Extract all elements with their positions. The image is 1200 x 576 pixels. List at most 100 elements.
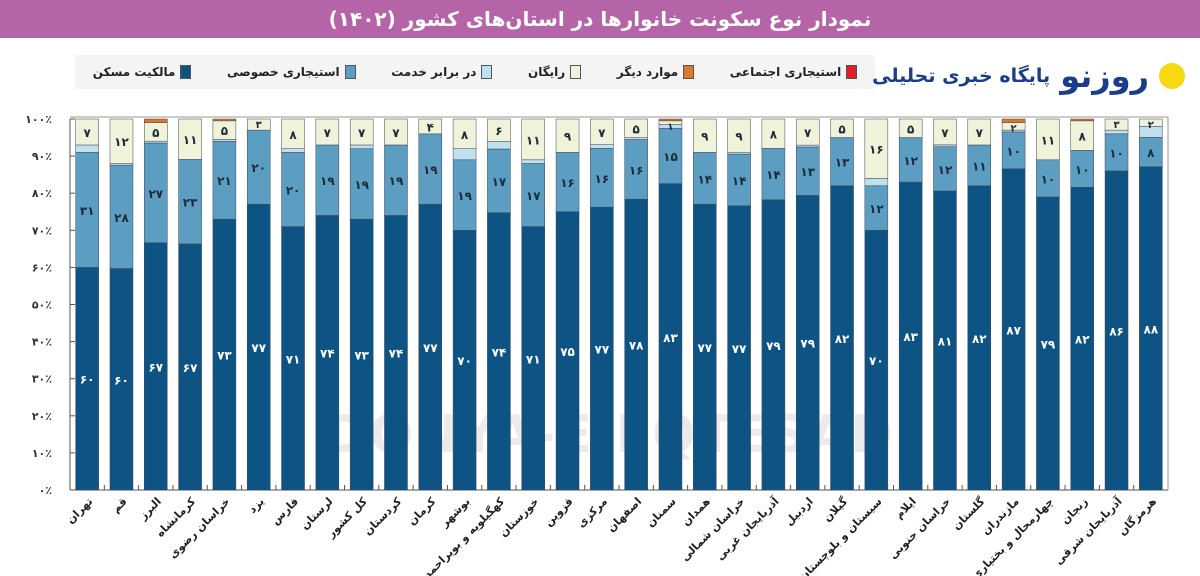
data-label: ۱۴ [697,172,712,186]
data-label: ۱۶ [595,172,610,186]
data-label: ۱۴ [766,168,781,182]
x-tick-label: اصفهان [605,495,645,535]
bar-segment [1104,118,1129,131]
x-tick-label: خراسان جنوبی [886,495,953,562]
data-label: ۷ [804,126,812,140]
bar-segment [281,118,305,149]
bar-segment [109,163,134,166]
data-label: ۷۹ [800,337,815,351]
data-label: ۱۹ [423,163,438,177]
legend-label: استیجاری خصوصی [226,65,340,79]
legend: استیجاری اجتماعی موارد دیگر رایگان در بر… [75,55,875,89]
bar-segment [933,118,957,146]
bar-segment [521,118,545,161]
data-label: ۱۱ [972,159,987,173]
bar-segment [75,118,99,146]
data-label: ۶ [495,124,502,138]
bar-segment [212,118,237,122]
bar-segment [864,178,889,187]
bar-segment [452,118,477,149]
x-tick-label: هرمزگان [1116,495,1159,538]
bar-segment [590,118,614,145]
data-label: ۱۳ [800,165,815,179]
data-label: ۷۷ [732,342,747,356]
bar-segment [761,118,786,149]
legend-label: مالکیت مسکن [92,65,176,79]
data-label: ۱۹ [457,189,472,203]
data-label: ۴ [427,120,434,134]
bar-segment [864,118,889,179]
logo-sun-icon [1159,63,1185,89]
legend-swatch [570,65,582,79]
data-label: ۵ [152,126,159,140]
data-label: ۷۹ [1041,337,1056,351]
x-tick-label: خراسان رضوی [166,495,232,561]
data-label: ۷ [324,126,332,140]
data-label: ۹ [564,130,572,144]
x-tick-label: قم [109,495,129,515]
bar-segment [830,118,854,138]
bar-segment [349,118,374,146]
data-label: ۶۷ [183,361,198,375]
data-label: ۶۰ [80,373,95,387]
data-label: ۲۱ [217,174,232,188]
data-label: ۶۰ [114,373,129,387]
bar-segment [624,118,648,138]
x-tick-label: فارس [269,495,301,527]
data-label: ۳ [1113,120,1119,131]
bar-segment [144,140,168,144]
data-label: ۷۷ [251,341,266,355]
data-label: ۷۷ [595,343,610,357]
x-tick-label: کردستان [361,495,404,538]
data-label: ۷۴ [389,347,404,361]
y-tick-label: ۰٪ [39,484,52,497]
data-label: ۸۸ [1144,322,1159,336]
data-label: ۳ [256,120,262,131]
data-label: ۷۸ [629,339,644,353]
bar-segment [281,148,305,153]
data-label: ۸۲ [972,332,987,346]
data-label: ۵ [632,122,639,136]
y-tick-label: ۶۰٪ [32,261,52,274]
y-tick-label: ۸۰٪ [32,187,52,200]
bar-segment [109,118,134,164]
y-tick-label: ۵۰٪ [32,299,52,312]
logo-brand: روزنو [1060,57,1149,95]
bar-segment [590,144,614,149]
data-label: ۸۱ [938,334,953,348]
x-tick-label: آذربایجان غربی [713,494,782,563]
data-label: ۸ [289,128,297,142]
legend-swatch [344,65,356,79]
bar-segment [1070,118,1094,122]
data-label: ۱۱ [1041,133,1056,147]
data-label: ۱۲ [114,135,129,149]
data-label: ۸ [461,128,469,142]
data-label: ۷۴ [320,347,335,361]
bar-segment [624,137,648,140]
bar-segment [727,151,751,155]
data-label: ۸۳ [663,331,678,345]
data-label: ۱۱ [526,133,541,147]
legend-item-service: در برابر خدمت [391,65,493,79]
data-label: ۷۹ [766,339,781,353]
data-label: ۲۰ [286,183,301,197]
data-label: ۸ [1079,130,1087,144]
y-tick-label: ۲۰٪ [32,410,52,423]
legend-swatch [180,65,192,79]
bar-segment [1001,118,1026,123]
data-label: ۲ [1011,124,1017,135]
legend-label: موارد دیگر [616,65,679,79]
x-tick-label: تهران [64,495,95,526]
data-label: ۸۲ [835,332,850,346]
data-label: ۷ [976,126,984,140]
data-label: ۱۲ [903,154,918,168]
data-label: ۱۶ [629,163,644,177]
data-label: ۱ [667,122,673,133]
legend-label: در برابر خدمت [391,65,477,79]
data-label: ۱۷ [526,189,541,203]
y-tick-label: ۱۰۰٪ [25,113,52,126]
x-tick-label: اردبیل [782,495,815,528]
x-tick-label: همدان [679,495,713,529]
y-tick-label: ۷۰٪ [32,224,52,237]
data-label: ۱۰ [1075,163,1090,177]
